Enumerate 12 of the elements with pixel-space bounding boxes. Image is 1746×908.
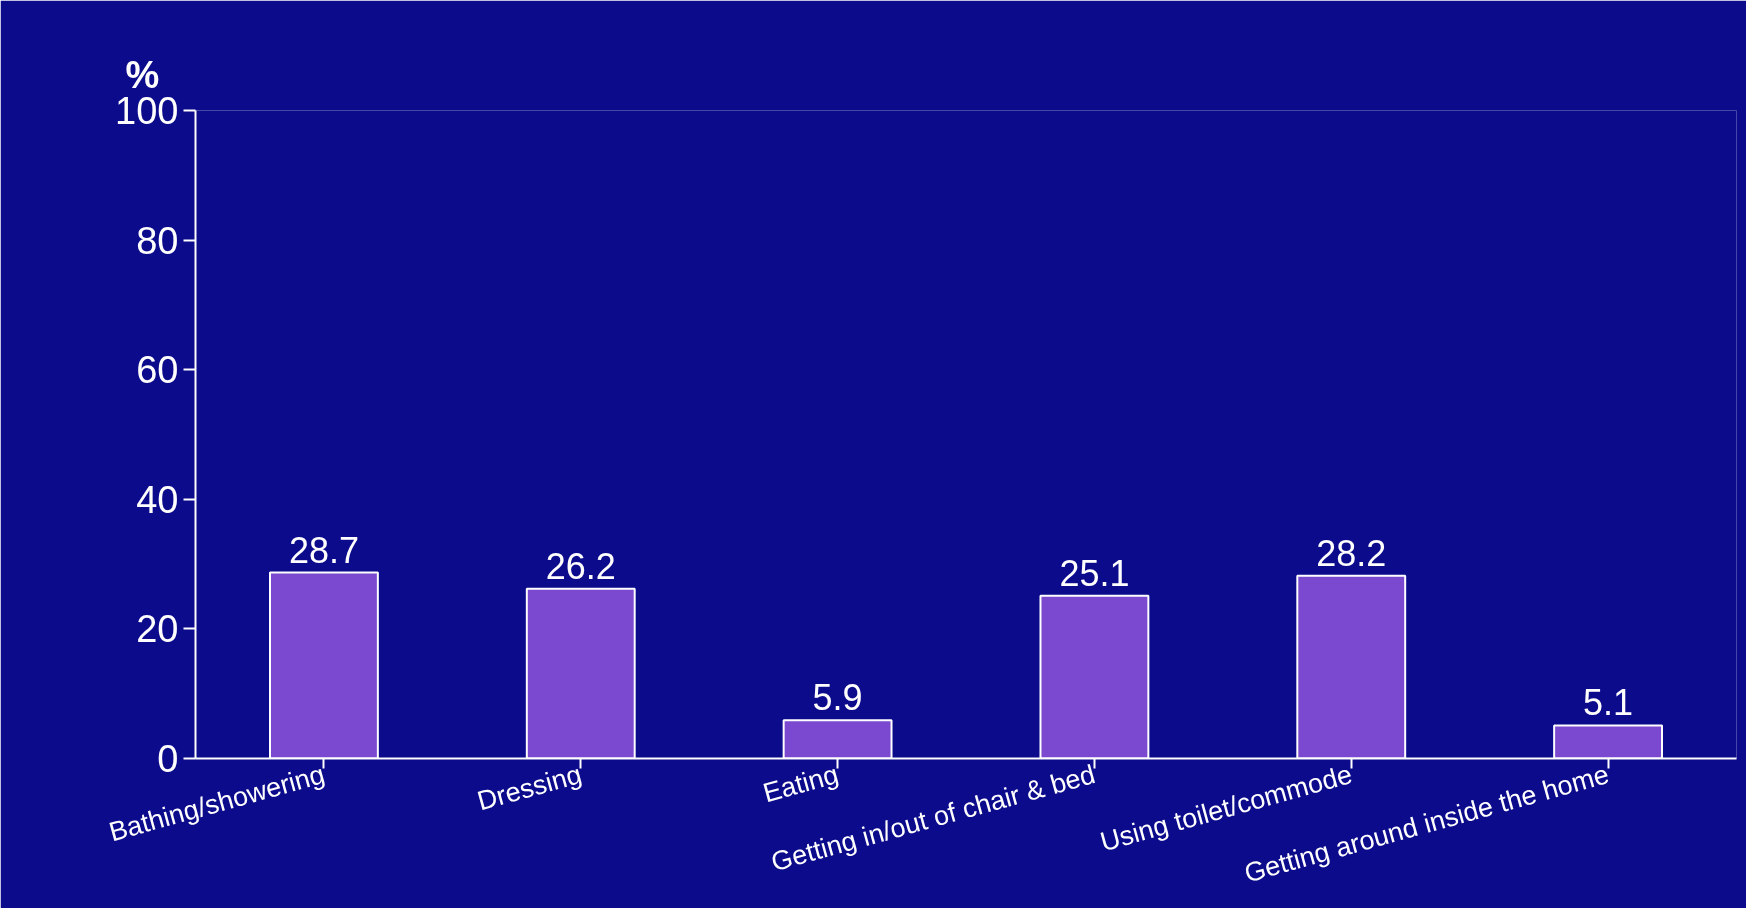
y-tick-label: 80 bbox=[136, 219, 179, 262]
data-label: 28.7 bbox=[288, 529, 359, 571]
y-tick-label: 60 bbox=[136, 349, 179, 392]
y-tick-label: 20 bbox=[136, 608, 179, 651]
x-tick-label: Eating bbox=[759, 759, 842, 809]
x-tick-label: Dressing bbox=[474, 759, 585, 817]
data-label: 25.1 bbox=[1059, 552, 1130, 594]
data-label: 26.2 bbox=[545, 545, 616, 587]
data-label: 28.2 bbox=[1316, 532, 1387, 574]
data-label: 5.1 bbox=[1583, 682, 1634, 724]
y-tick-label: 40 bbox=[136, 478, 179, 521]
data-label: 5.9 bbox=[812, 677, 863, 719]
